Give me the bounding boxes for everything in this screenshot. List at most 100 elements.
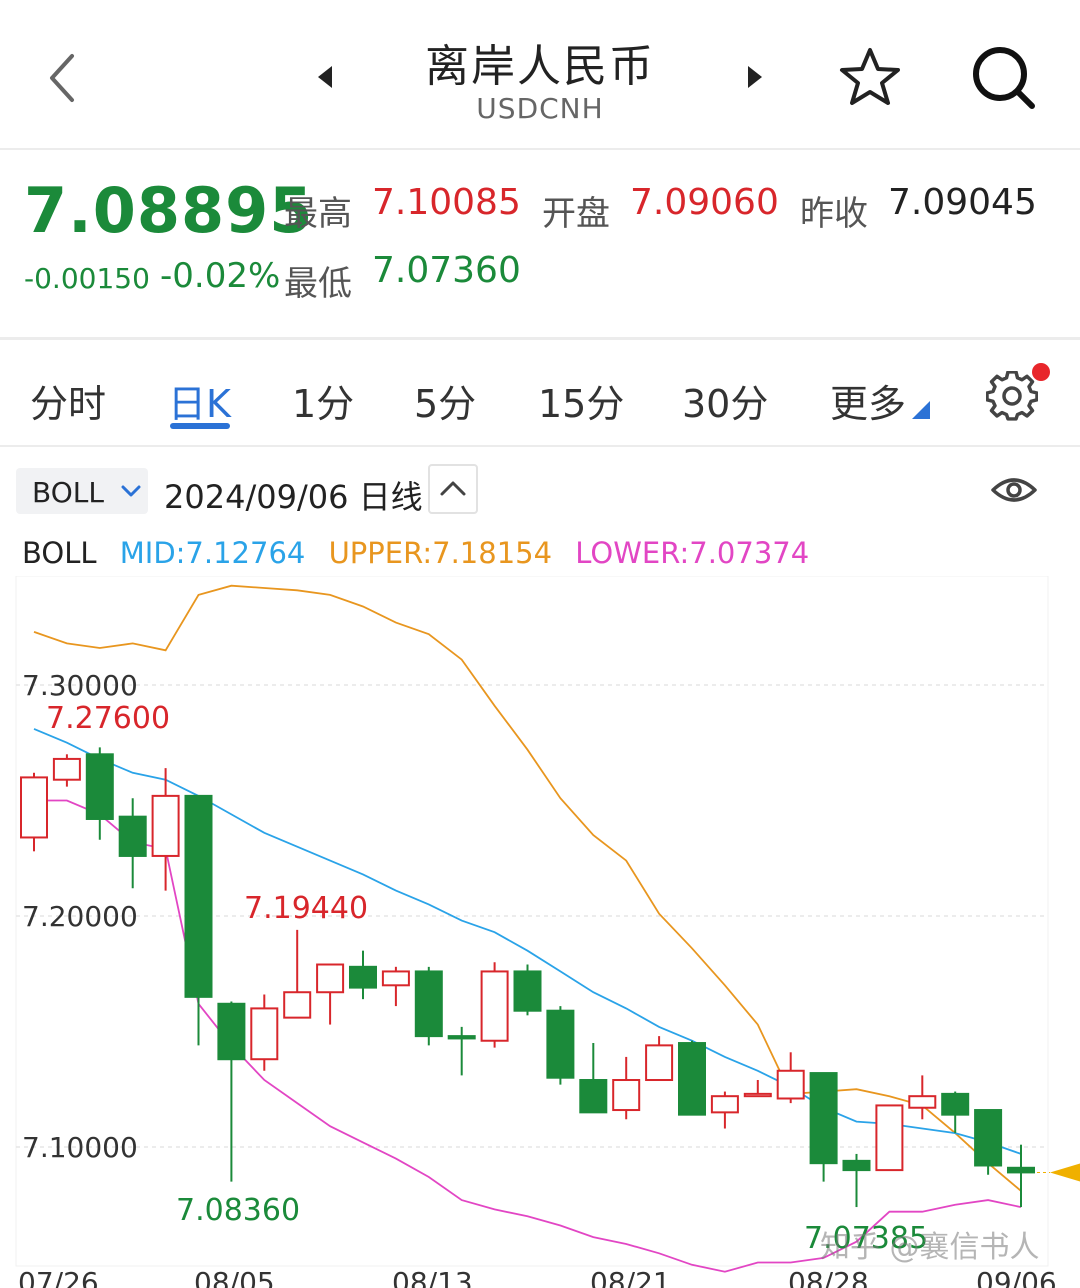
candle-down xyxy=(678,1042,706,1116)
tab-intraday[interactable]: 分时 xyxy=(30,382,107,426)
x-tick-label: 08/21 xyxy=(590,1266,671,1288)
low-value: 7.07360 xyxy=(372,250,521,291)
candle-down xyxy=(1007,1166,1035,1174)
chevron-left-icon xyxy=(50,54,74,102)
boll-upper-line xyxy=(33,584,1022,1192)
page-title: 离岸人民币 xyxy=(425,41,655,92)
y-tick-label: 7.10000 xyxy=(22,1131,138,1164)
price-change-percent: -0.02% xyxy=(160,256,281,296)
candle-down xyxy=(447,1035,476,1040)
candle-up xyxy=(20,776,48,839)
collapse-button[interactable] xyxy=(428,464,478,514)
prev-close-value: 7.09045 xyxy=(888,182,1037,223)
y-tick-label: 7.20000 xyxy=(22,900,138,933)
open-label: 开盘 xyxy=(542,194,610,234)
tab-30min[interactable]: 30分 xyxy=(682,382,769,426)
tab-more[interactable]: 更多 xyxy=(830,382,907,426)
candle-down xyxy=(85,753,114,820)
notification-dot xyxy=(1032,363,1050,381)
indicator-select-value: BOLL xyxy=(32,476,104,509)
candle-down xyxy=(941,1092,970,1116)
candle-down xyxy=(184,794,213,998)
active-tab-indicator xyxy=(170,423,230,429)
chevron-down-icon xyxy=(121,485,141,497)
candle-up xyxy=(316,963,345,994)
x-tick-label: 08/05 xyxy=(194,1266,275,1288)
last-price: 7.08895 xyxy=(24,174,314,247)
triangle-left-icon xyxy=(318,66,332,88)
price-change: -0.00150 xyxy=(24,262,150,295)
search-icon xyxy=(973,47,1035,109)
candle-up xyxy=(908,1095,937,1109)
candle-up xyxy=(612,1079,641,1112)
candle-down xyxy=(809,1072,838,1165)
triangle-right-icon xyxy=(748,66,762,88)
search-button[interactable] xyxy=(968,44,1040,112)
tab-5min[interactable]: 5分 xyxy=(414,382,477,426)
candle-down xyxy=(546,1009,575,1079)
candle-up xyxy=(381,970,410,987)
prev-close-label: 昨收 xyxy=(800,194,868,234)
tab-1min[interactable]: 1分 xyxy=(292,382,355,426)
boll-legend-lower: LOWER:7.07374 xyxy=(575,536,810,570)
watermark: 知乎 @襄信书人 xyxy=(820,1230,1040,1265)
next-instrument-button[interactable] xyxy=(742,62,768,92)
period-tabs: 分时 日K 1分 5分 15分 30分 更多 xyxy=(0,343,1080,447)
tab-15min[interactable]: 15分 xyxy=(538,382,625,426)
low-label: 最低 xyxy=(284,264,352,304)
candle-down xyxy=(579,1079,608,1114)
page-subtitle: USDCNH xyxy=(476,92,604,125)
candle-down xyxy=(513,970,542,1012)
chart-toolbar: BOLL 2024/09/06 日线 xyxy=(0,462,1080,522)
boll-legend-mid: MID:7.12764 xyxy=(119,536,306,570)
y-tick-label: 7.30000 xyxy=(22,669,138,702)
candle-up xyxy=(875,1104,904,1172)
x-tick-label: 09/06 xyxy=(976,1266,1057,1288)
prev-instrument-button[interactable] xyxy=(312,62,338,92)
visibility-toggle[interactable] xyxy=(990,470,1038,510)
quote-panel: 7.08895 -0.00150 -0.02% 最高 7.10085 开盘 7.… xyxy=(0,152,1080,340)
header: 离岸人民币 USDCNH xyxy=(0,0,1080,150)
chevron-up-icon xyxy=(440,481,466,496)
gear-icon xyxy=(985,370,1039,421)
local-low-annotation: 7.08360 xyxy=(176,1193,300,1228)
candle-up xyxy=(52,757,81,781)
candle-up xyxy=(776,1069,805,1100)
candlestick-chart[interactable]: 7.30000 7.20000 7.10000 07/26 08/05 08/13 08/2… xyxy=(0,576,1080,1288)
candle-up xyxy=(283,991,312,1019)
eye-icon xyxy=(991,478,1037,502)
candle-up xyxy=(645,1044,674,1082)
x-tick-label: 07/26 xyxy=(18,1266,99,1288)
candle-down xyxy=(217,1002,246,1061)
favorite-button[interactable] xyxy=(836,44,904,112)
open-value: 7.09060 xyxy=(630,182,779,223)
candle-up xyxy=(710,1095,739,1114)
x-tick-label: 08/13 xyxy=(392,1266,473,1288)
boll-legend-name: BOLL xyxy=(22,536,97,570)
current-price-marker xyxy=(1050,1163,1080,1182)
local-high-annotation: 7.19440 xyxy=(244,891,368,926)
min-price-annotation: 7.07385 xyxy=(804,1221,928,1256)
candle-up xyxy=(250,1007,279,1061)
more-dropdown-icon xyxy=(912,401,930,419)
high-label: 最高 xyxy=(284,194,352,234)
high-value: 7.10085 xyxy=(372,182,521,223)
max-price-annotation: 7.27600 xyxy=(46,701,170,736)
candle-up xyxy=(151,794,180,857)
candle-down xyxy=(349,965,377,989)
back-button[interactable] xyxy=(40,50,90,106)
chart-settings-button[interactable] xyxy=(985,370,1039,423)
star-icon xyxy=(840,48,900,105)
boll-legend-upper: UPPER:7.18154 xyxy=(328,536,553,570)
indicator-select[interactable]: BOLL xyxy=(16,468,148,514)
chart-date-label: 2024/09/06 日线 xyxy=(164,478,423,516)
boll-legend: BOLL MID:7.12764 UPPER:7.18154 LOWER:7.0… xyxy=(22,536,823,570)
candle-down xyxy=(118,815,147,857)
candle-up xyxy=(480,970,509,1042)
x-tick-label: 08/28 xyxy=(788,1266,869,1288)
candle-down xyxy=(842,1159,871,1172)
tab-daily-k[interactable]: 日K xyxy=(168,382,231,426)
candle-down xyxy=(974,1109,1003,1167)
candle-up xyxy=(743,1092,772,1098)
candle-down xyxy=(414,970,443,1038)
